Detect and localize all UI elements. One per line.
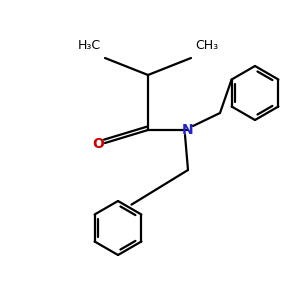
Text: CH₃: CH₃ bbox=[195, 39, 218, 52]
Text: H₃C: H₃C bbox=[78, 39, 101, 52]
Text: N: N bbox=[182, 123, 194, 137]
Text: O: O bbox=[92, 137, 104, 151]
